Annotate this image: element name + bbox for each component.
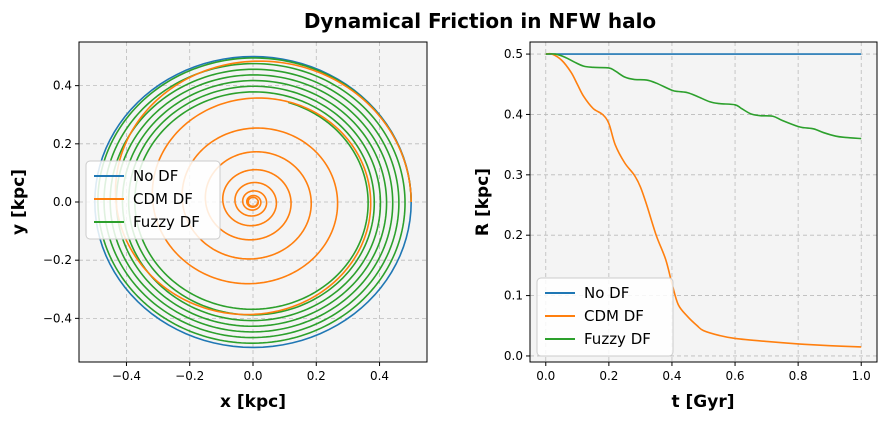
orbit-legend: No DF CDM DF Fuzzy DF — [85, 160, 221, 240]
orbit-panel: −0.4 −0.2 0.0 0.2 0.4 −0.4 −0.2 0.0 0.2 0.4 x [kp… — [9, 41, 428, 412]
legend-label-cdm-df: CDM DF — [584, 307, 644, 325]
radius-axes-frame — [529, 41, 878, 363]
orbit-x-axis-label: x [kpc] — [220, 392, 286, 412]
x-tick-label: 0.4 — [370, 369, 389, 383]
figure-title: Dynamical Friction in NFW halo — [304, 9, 656, 33]
series-fuzzy-df-radius — [545, 53, 862, 140]
legend-label-no-df: No DF — [584, 284, 629, 302]
y-tick-label: 0.3 — [504, 168, 523, 182]
radius-legend: No DF CDM DF Fuzzy DF — [536, 277, 674, 357]
legend-box — [536, 277, 674, 357]
legend-box — [85, 160, 221, 240]
orbit-axes-frame — [78, 41, 428, 363]
radius-ticks: 0.0 0.2 0.4 0.6 0.8 1.0 0.0 0.1 0.2 0.3 0.4 0.5 — [504, 47, 871, 383]
x-tick-label: 0.2 — [599, 369, 618, 383]
x-tick-label: 0.0 — [243, 369, 262, 383]
orbit-ticks: −0.4 −0.2 0.0 0.2 0.4 −0.4 −0.2 0.0 0.2 0.4 — [43, 79, 389, 383]
legend-label-fuzzy-df: Fuzzy DF — [584, 330, 651, 348]
y-tick-label: −0.4 — [43, 311, 72, 325]
y-tick-label: 0.0 — [504, 349, 523, 363]
x-tick-label: 0.2 — [307, 369, 326, 383]
y-tick-label: 0.2 — [53, 137, 72, 151]
orbit-y-axis-label: y [kpc] — [9, 169, 29, 235]
y-tick-label: 0.0 — [53, 195, 72, 209]
y-tick-label: 0.1 — [504, 289, 523, 303]
x-tick-label: 1.0 — [852, 369, 871, 383]
y-tick-label: 0.5 — [504, 47, 523, 61]
plot-area — [545, 52, 862, 348]
x-tick-label: 0.0 — [536, 369, 555, 383]
legend-label-fuzzy-df: Fuzzy DF — [133, 213, 200, 231]
series-cdm-df-radius — [545, 52, 862, 348]
legend-label-cdm-df: CDM DF — [133, 190, 193, 208]
x-tick-label: 0.8 — [789, 369, 808, 383]
radius-x-axis-label: t [Gyr] — [671, 392, 734, 412]
y-tick-label: 0.4 — [53, 79, 72, 93]
radius-y-axis-label: R [kpc] — [473, 168, 493, 236]
x-tick-label: −0.2 — [175, 369, 204, 383]
x-tick-label: 0.6 — [725, 369, 744, 383]
x-tick-label: 0.4 — [662, 369, 681, 383]
radius-panel: 0.0 0.2 0.4 0.6 0.8 1.0 0.0 0.1 0.2 0.3 0.4 0.5 t [… — [473, 41, 878, 412]
y-tick-label: −0.2 — [43, 253, 72, 267]
y-tick-label: 0.2 — [504, 228, 523, 242]
y-tick-label: 0.4 — [504, 107, 523, 121]
series-fuzzy-df-orbit — [97, 57, 412, 344]
x-tick-label: −0.4 — [112, 369, 141, 383]
legend-label-no-df: No DF — [133, 167, 178, 185]
